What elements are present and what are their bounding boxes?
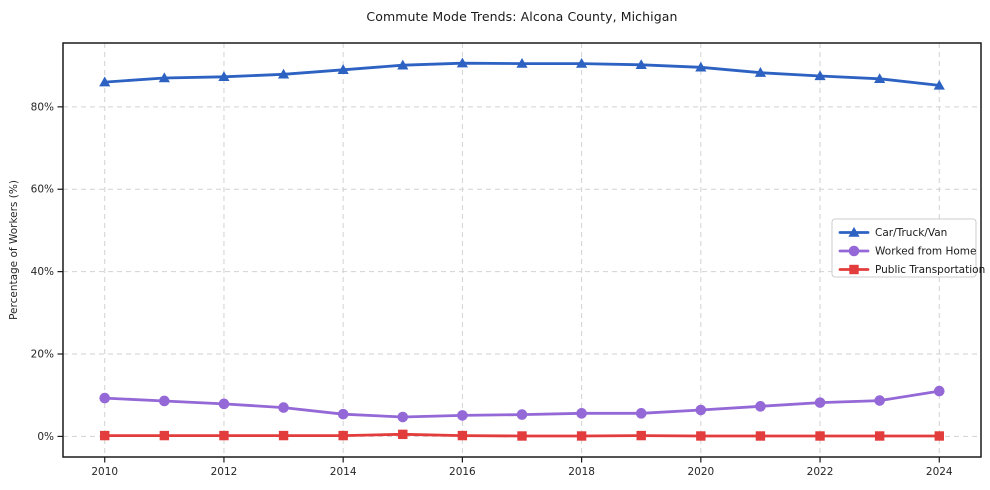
x-tick-label: 2014	[330, 466, 357, 478]
data-point-worked-from-home	[397, 411, 409, 423]
data-point-public-transportation	[100, 430, 110, 441]
data-point-car-truck-van	[337, 64, 349, 74]
data-point-worked-from-home	[159, 395, 170, 407]
data-point-worked-from-home	[218, 398, 230, 410]
legend-label: Worked from Home	[875, 246, 976, 258]
data-point-public-transportation	[159, 430, 170, 441]
legend-sample-marker-circle	[848, 245, 860, 257]
data-point-worked-from-home	[933, 385, 945, 397]
legend-item-car-truck-van: Car/Truck/Van	[838, 226, 947, 239]
data-point-worked-from-home	[278, 402, 289, 413]
y-tick-label: 60%	[31, 184, 54, 196]
data-point-car-truck-van	[695, 61, 707, 72]
data-point-worked-from-home	[576, 408, 587, 419]
data-point-worked-from-home	[337, 408, 349, 420]
series-public-transportation	[100, 429, 944, 441]
x-tick-label: 2016	[449, 466, 476, 478]
legend-label: Car/Truck/Van	[875, 227, 947, 239]
x-tick-label: 2018	[568, 466, 595, 478]
data-point-worked-from-home	[457, 410, 468, 421]
x-tick-label: 2020	[687, 466, 714, 478]
y-tick-label: 40%	[31, 266, 54, 278]
data-point-car-truck-van	[874, 73, 886, 84]
data-point-public-transportation	[815, 431, 825, 441]
data-point-public-transportation	[338, 430, 348, 441]
axis-box	[62, 42, 982, 458]
data-point-car-truck-van	[814, 70, 826, 81]
data-point-public-transportation	[219, 430, 229, 441]
data-point-public-transportation	[874, 431, 885, 441]
data-point-public-transportation	[934, 431, 944, 441]
x-tick-label: 2012	[211, 466, 238, 478]
legend-item-worked-from-home: Worked from Home	[838, 245, 976, 258]
y-tick-label: 0%	[37, 431, 54, 443]
series-worked-from-home	[99, 385, 945, 423]
data-point-public-transportation	[278, 430, 289, 441]
data-point-worked-from-home	[635, 408, 647, 419]
data-point-worked-from-home	[755, 401, 766, 412]
data-point-car-truck-van	[635, 59, 647, 70]
data-point-car-truck-van	[933, 79, 945, 90]
data-point-car-truck-van	[397, 59, 409, 70]
data-point-public-transportation	[636, 430, 646, 441]
data-point-worked-from-home	[814, 397, 826, 408]
data-point-car-truck-van	[456, 57, 468, 68]
legend-sample-marker-square	[849, 264, 859, 275]
data-point-car-truck-van	[99, 76, 111, 87]
data-point-car-truck-van	[277, 68, 290, 79]
data-point-worked-from-home	[516, 409, 528, 420]
data-point-car-truck-van	[218, 71, 230, 81]
data-point-public-transportation	[517, 431, 527, 441]
data-point-worked-from-home	[99, 392, 111, 404]
legend-sample-marker-triangle	[848, 226, 860, 237]
tick-marks	[57, 106, 940, 463]
data-point-public-transportation	[398, 429, 408, 440]
data-point-car-truck-van	[576, 57, 588, 68]
data-point-public-transportation	[755, 431, 766, 441]
data-point-car-truck-van	[516, 57, 528, 68]
data-point-public-transportation	[457, 430, 468, 441]
data-point-public-transportation	[696, 431, 706, 441]
y-tick-label: 80%	[31, 101, 54, 113]
series-car-truck-van	[99, 57, 945, 90]
data-point-car-truck-van	[754, 67, 767, 77]
legend: Car/Truck/Van Worked from Home Public Tran…	[831, 218, 985, 278]
data-point-worked-from-home	[695, 404, 707, 416]
data-point-public-transportation	[576, 431, 587, 441]
x-tick-label: 2024	[926, 466, 953, 478]
legend-label: Public Transportation	[875, 264, 985, 276]
legend-item-public-transportation: Public Transportation	[838, 264, 985, 276]
chart-title: Commute Mode Trends: Alcona County, Mich…	[366, 9, 678, 24]
data-point-worked-from-home	[874, 395, 885, 406]
x-tick-label: 2022	[807, 466, 834, 478]
data-point-car-truck-van	[158, 72, 170, 83]
x-tick-label: 2010	[91, 466, 118, 478]
y-tick-label: 20%	[31, 349, 54, 361]
